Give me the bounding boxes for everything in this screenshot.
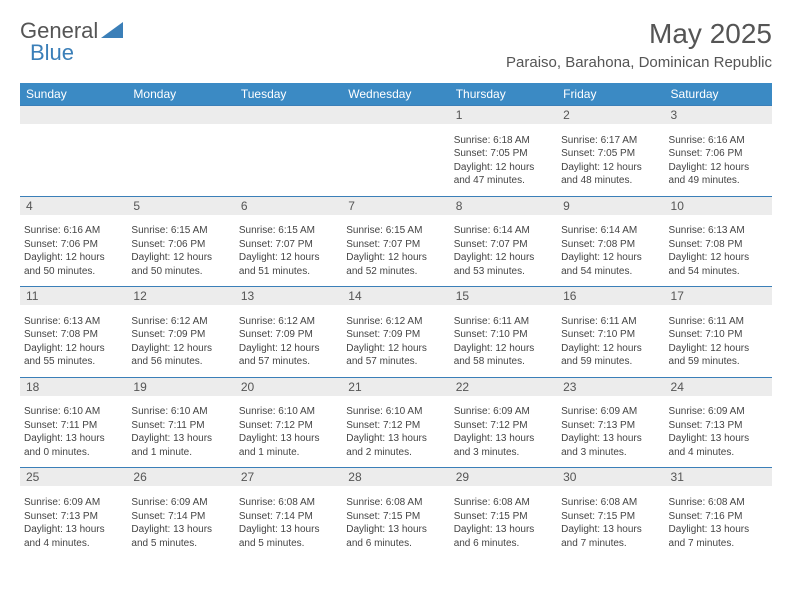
day-number-cell: 10	[665, 196, 772, 215]
day-number-cell: 16	[557, 287, 664, 306]
weekday-header: Thursday	[450, 83, 557, 106]
day-info-cell: Sunrise: 6:09 AMSunset: 7:13 PMDaylight:…	[20, 486, 127, 558]
day-number-cell: 11	[20, 287, 127, 306]
day-info-cell: Sunrise: 6:08 AMSunset: 7:14 PMDaylight:…	[235, 486, 342, 558]
day-info-row: Sunrise: 6:13 AMSunset: 7:08 PMDaylight:…	[20, 305, 772, 377]
day-info-cell: Sunrise: 6:10 AMSunset: 7:11 PMDaylight:…	[127, 396, 234, 468]
day-info-cell: Sunrise: 6:18 AMSunset: 7:05 PMDaylight:…	[450, 124, 557, 196]
day-number-cell: 2	[557, 106, 664, 125]
weekday-header-row: Sunday Monday Tuesday Wednesday Thursday…	[20, 83, 772, 106]
weekday-header: Friday	[557, 83, 664, 106]
day-info-cell: Sunrise: 6:11 AMSunset: 7:10 PMDaylight:…	[557, 305, 664, 377]
day-info-cell: Sunrise: 6:09 AMSunset: 7:14 PMDaylight:…	[127, 486, 234, 558]
day-info-cell: Sunrise: 6:08 AMSunset: 7:15 PMDaylight:…	[557, 486, 664, 558]
day-number-cell: 30	[557, 468, 664, 487]
day-info-cell: Sunrise: 6:08 AMSunset: 7:16 PMDaylight:…	[665, 486, 772, 558]
day-info-cell: Sunrise: 6:15 AMSunset: 7:07 PMDaylight:…	[235, 215, 342, 287]
day-info-cell: Sunrise: 6:09 AMSunset: 7:13 PMDaylight:…	[557, 396, 664, 468]
day-info-cell: Sunrise: 6:14 AMSunset: 7:08 PMDaylight:…	[557, 215, 664, 287]
day-info-cell: Sunrise: 6:12 AMSunset: 7:09 PMDaylight:…	[127, 305, 234, 377]
logo-triangle-icon	[101, 22, 123, 40]
day-number-cell: 26	[127, 468, 234, 487]
day-number-cell: 14	[342, 287, 449, 306]
page-title: May 2025	[506, 18, 772, 50]
day-number-cell: 24	[665, 377, 772, 396]
day-number-cell	[127, 106, 234, 125]
day-number-cell: 7	[342, 196, 449, 215]
weekday-header: Monday	[127, 83, 234, 106]
day-info-cell: Sunrise: 6:09 AMSunset: 7:12 PMDaylight:…	[450, 396, 557, 468]
day-info-cell: Sunrise: 6:10 AMSunset: 7:12 PMDaylight:…	[235, 396, 342, 468]
day-info-row: Sunrise: 6:18 AMSunset: 7:05 PMDaylight:…	[20, 124, 772, 196]
day-info-row: Sunrise: 6:10 AMSunset: 7:11 PMDaylight:…	[20, 396, 772, 468]
day-info-cell: Sunrise: 6:16 AMSunset: 7:06 PMDaylight:…	[665, 124, 772, 196]
day-info-cell: Sunrise: 6:15 AMSunset: 7:07 PMDaylight:…	[342, 215, 449, 287]
header: General May 2025 Paraiso, Barahona, Domi…	[0, 0, 792, 75]
day-number-cell: 29	[450, 468, 557, 487]
day-number-cell: 9	[557, 196, 664, 215]
day-info-cell: Sunrise: 6:11 AMSunset: 7:10 PMDaylight:…	[665, 305, 772, 377]
day-number-row: 18192021222324	[20, 377, 772, 396]
weekday-header: Wednesday	[342, 83, 449, 106]
calendar-table: Sunday Monday Tuesday Wednesday Thursday…	[20, 83, 772, 558]
day-info-cell: Sunrise: 6:14 AMSunset: 7:07 PMDaylight:…	[450, 215, 557, 287]
location-label: Paraiso, Barahona, Dominican Republic	[506, 54, 772, 71]
day-info-cell: Sunrise: 6:16 AMSunset: 7:06 PMDaylight:…	[20, 215, 127, 287]
day-info-cell: Sunrise: 6:08 AMSunset: 7:15 PMDaylight:…	[342, 486, 449, 558]
day-info-cell: Sunrise: 6:10 AMSunset: 7:12 PMDaylight:…	[342, 396, 449, 468]
day-info-cell: Sunrise: 6:12 AMSunset: 7:09 PMDaylight:…	[342, 305, 449, 377]
day-number-cell: 3	[665, 106, 772, 125]
day-info-cell: Sunrise: 6:12 AMSunset: 7:09 PMDaylight:…	[235, 305, 342, 377]
day-number-cell: 6	[235, 196, 342, 215]
day-number-cell: 13	[235, 287, 342, 306]
day-info-cell	[235, 124, 342, 196]
day-number-row: 25262728293031	[20, 468, 772, 487]
day-info-cell: Sunrise: 6:15 AMSunset: 7:06 PMDaylight:…	[127, 215, 234, 287]
day-number-cell: 25	[20, 468, 127, 487]
day-info-row: Sunrise: 6:16 AMSunset: 7:06 PMDaylight:…	[20, 215, 772, 287]
day-info-cell	[127, 124, 234, 196]
day-info-cell: Sunrise: 6:10 AMSunset: 7:11 PMDaylight:…	[20, 396, 127, 468]
day-number-row: 123	[20, 106, 772, 125]
day-number-cell: 27	[235, 468, 342, 487]
day-number-cell: 22	[450, 377, 557, 396]
day-info-cell	[20, 124, 127, 196]
day-number-row: 45678910	[20, 196, 772, 215]
day-info-cell	[342, 124, 449, 196]
logo-text-2: Blue	[30, 40, 74, 66]
day-number-cell: 8	[450, 196, 557, 215]
day-info-row: Sunrise: 6:09 AMSunset: 7:13 PMDaylight:…	[20, 486, 772, 558]
day-number-cell	[342, 106, 449, 125]
day-info-cell: Sunrise: 6:17 AMSunset: 7:05 PMDaylight:…	[557, 124, 664, 196]
day-number-cell: 12	[127, 287, 234, 306]
day-number-cell: 20	[235, 377, 342, 396]
day-number-cell: 28	[342, 468, 449, 487]
day-number-cell: 31	[665, 468, 772, 487]
day-info-cell: Sunrise: 6:08 AMSunset: 7:15 PMDaylight:…	[450, 486, 557, 558]
weekday-header: Saturday	[665, 83, 772, 106]
day-number-cell: 17	[665, 287, 772, 306]
weekday-header: Tuesday	[235, 83, 342, 106]
title-block: May 2025 Paraiso, Barahona, Dominican Re…	[506, 18, 772, 71]
day-info-cell: Sunrise: 6:13 AMSunset: 7:08 PMDaylight:…	[665, 215, 772, 287]
day-number-cell	[20, 106, 127, 125]
day-info-cell: Sunrise: 6:11 AMSunset: 7:10 PMDaylight:…	[450, 305, 557, 377]
weekday-header: Sunday	[20, 83, 127, 106]
day-number-cell: 5	[127, 196, 234, 215]
day-number-cell: 23	[557, 377, 664, 396]
day-info-cell: Sunrise: 6:09 AMSunset: 7:13 PMDaylight:…	[665, 396, 772, 468]
day-number-row: 11121314151617	[20, 287, 772, 306]
day-number-cell: 21	[342, 377, 449, 396]
day-number-cell: 18	[20, 377, 127, 396]
day-info-cell: Sunrise: 6:13 AMSunset: 7:08 PMDaylight:…	[20, 305, 127, 377]
day-number-cell: 19	[127, 377, 234, 396]
day-number-cell: 15	[450, 287, 557, 306]
day-number-cell: 4	[20, 196, 127, 215]
day-number-cell: 1	[450, 106, 557, 125]
day-number-cell	[235, 106, 342, 125]
